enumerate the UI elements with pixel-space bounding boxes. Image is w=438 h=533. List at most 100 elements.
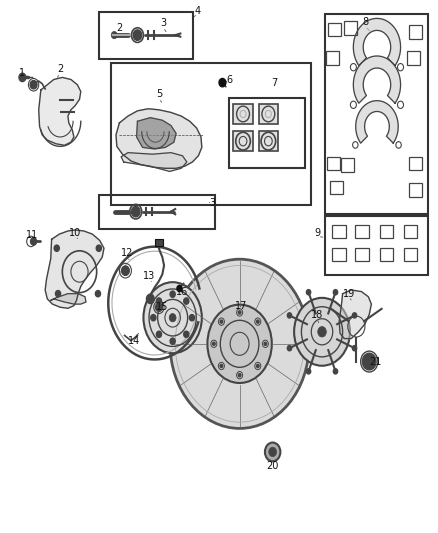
Circle shape xyxy=(133,30,142,41)
Circle shape xyxy=(56,290,60,297)
Circle shape xyxy=(220,365,223,368)
Circle shape xyxy=(219,78,226,87)
Bar xyxy=(330,181,343,195)
Polygon shape xyxy=(339,290,371,338)
Text: 3: 3 xyxy=(209,198,215,208)
Circle shape xyxy=(95,290,101,297)
Text: 12: 12 xyxy=(120,248,133,259)
Circle shape xyxy=(170,338,175,344)
Bar xyxy=(380,225,393,238)
Bar xyxy=(325,14,428,214)
Circle shape xyxy=(307,289,311,295)
Circle shape xyxy=(111,31,117,39)
Bar xyxy=(327,157,340,171)
Polygon shape xyxy=(121,152,187,172)
Text: 13: 13 xyxy=(143,271,155,281)
Text: 19: 19 xyxy=(343,289,355,298)
Circle shape xyxy=(269,447,276,457)
Circle shape xyxy=(257,365,259,368)
Text: 18: 18 xyxy=(311,310,323,320)
Circle shape xyxy=(169,313,176,322)
Bar xyxy=(230,98,305,168)
Bar xyxy=(355,225,369,238)
Bar xyxy=(380,248,393,261)
Circle shape xyxy=(294,298,350,366)
Bar xyxy=(355,248,369,261)
Bar xyxy=(409,25,422,39)
Circle shape xyxy=(333,369,338,374)
Text: 20: 20 xyxy=(266,461,279,471)
Bar xyxy=(344,21,357,35)
Bar xyxy=(259,104,278,124)
Text: 17: 17 xyxy=(235,301,247,311)
Bar xyxy=(403,225,417,238)
Circle shape xyxy=(54,245,59,252)
Text: 21: 21 xyxy=(370,357,382,367)
Polygon shape xyxy=(356,101,398,143)
Text: 9: 9 xyxy=(314,228,321,238)
Circle shape xyxy=(238,374,241,377)
Bar xyxy=(99,12,193,59)
Circle shape xyxy=(146,294,154,304)
Circle shape xyxy=(31,238,37,245)
Text: 5: 5 xyxy=(156,89,162,99)
Polygon shape xyxy=(45,230,104,308)
Bar xyxy=(233,104,253,124)
Text: 7: 7 xyxy=(271,78,277,87)
Bar xyxy=(326,51,339,65)
Bar xyxy=(409,157,422,171)
Circle shape xyxy=(151,314,156,321)
Bar xyxy=(341,158,354,172)
Circle shape xyxy=(264,342,267,345)
Circle shape xyxy=(131,206,140,217)
Circle shape xyxy=(170,259,309,429)
Circle shape xyxy=(353,313,357,318)
Bar xyxy=(332,225,346,238)
Circle shape xyxy=(208,305,272,383)
Bar xyxy=(233,131,253,151)
Circle shape xyxy=(177,285,182,292)
Circle shape xyxy=(265,442,280,462)
Text: 10: 10 xyxy=(69,228,81,238)
Circle shape xyxy=(318,327,326,337)
Text: 8: 8 xyxy=(362,17,368,27)
Polygon shape xyxy=(39,77,81,146)
Circle shape xyxy=(307,369,311,374)
Text: 16: 16 xyxy=(177,287,189,296)
Circle shape xyxy=(238,311,241,314)
Polygon shape xyxy=(353,19,401,66)
Circle shape xyxy=(156,331,162,337)
Circle shape xyxy=(212,342,215,345)
Bar xyxy=(328,22,341,36)
Bar xyxy=(332,248,346,261)
Circle shape xyxy=(96,245,101,252)
Circle shape xyxy=(155,303,162,311)
Circle shape xyxy=(19,73,26,82)
Circle shape xyxy=(220,320,223,323)
Text: 2: 2 xyxy=(57,64,64,74)
Bar xyxy=(403,248,417,261)
Text: 11: 11 xyxy=(26,230,39,240)
Text: 4: 4 xyxy=(194,5,201,15)
Circle shape xyxy=(184,298,189,304)
Text: 1: 1 xyxy=(18,68,25,78)
Circle shape xyxy=(144,282,202,353)
Bar xyxy=(259,131,278,151)
Text: 14: 14 xyxy=(128,336,140,346)
Bar xyxy=(99,196,215,229)
Circle shape xyxy=(287,313,292,318)
Polygon shape xyxy=(353,56,401,103)
Circle shape xyxy=(156,298,162,304)
Text: 2: 2 xyxy=(117,23,123,34)
Circle shape xyxy=(257,320,259,323)
Circle shape xyxy=(362,353,376,370)
Bar xyxy=(325,216,428,275)
Bar xyxy=(111,63,311,205)
Circle shape xyxy=(287,345,292,351)
Circle shape xyxy=(170,291,175,297)
Text: 15: 15 xyxy=(156,302,169,312)
Circle shape xyxy=(353,345,357,351)
Text: 6: 6 xyxy=(226,75,233,85)
Polygon shape xyxy=(116,109,202,168)
Circle shape xyxy=(122,266,129,276)
